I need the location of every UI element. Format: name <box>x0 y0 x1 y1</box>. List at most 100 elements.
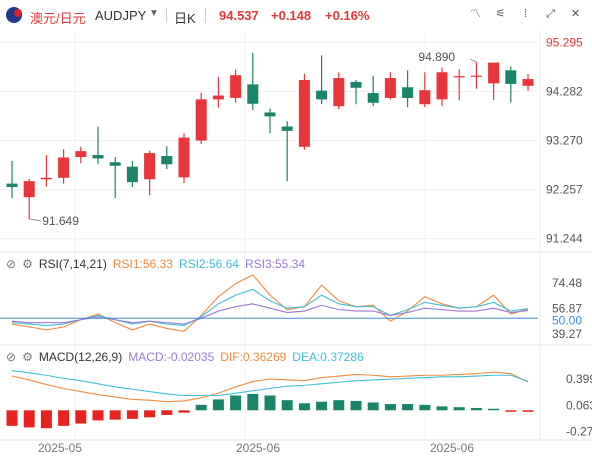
candle-body <box>92 155 104 159</box>
macd-value: MACD:-0.02035 <box>128 350 215 364</box>
macd-histogram-bar <box>178 410 190 413</box>
macd-histogram-bar <box>144 410 156 418</box>
macd-panel: 0.39978 0.06374 -0.27230 <box>6 370 592 439</box>
price-tick-label: 92.257 <box>546 183 583 197</box>
settings-icon[interactable]: ⚟ <box>495 8 506 20</box>
candle-body <box>453 76 465 78</box>
candle-body <box>316 90 328 100</box>
rsi-line <box>11 274 529 332</box>
settings-icon[interactable]: ⚙ <box>22 350 33 364</box>
candle-body <box>333 78 345 107</box>
symbol-code[interactable]: AUDJPY <box>95 8 147 23</box>
price-annotations: 91.649 94.890 <box>29 50 477 228</box>
macd-histogram-bar <box>384 404 396 411</box>
candle-body <box>23 181 35 198</box>
macd-tick-label: 0.39978 <box>566 372 592 386</box>
rsi-title: RSI(7,14,21) <box>38 257 107 271</box>
low-annotation: 91.649 <box>42 214 79 228</box>
macd-histogram-bar <box>264 395 276 411</box>
price-tick-label: 93.270 <box>546 134 583 148</box>
macd-histogram-bar <box>92 410 104 421</box>
close-icon[interactable]: ✕ <box>570 8 581 20</box>
candle-body <box>350 81 362 88</box>
macd-histogram-bar <box>247 393 259 411</box>
candle-body <box>281 126 293 131</box>
expand-icon[interactable]: ⤢ <box>546 8 555 20</box>
candle-body <box>126 166 138 183</box>
macd-histogram-bar <box>75 410 87 424</box>
high-marker-line <box>470 58 477 63</box>
macd-histogram-bar <box>470 407 482 411</box>
candle-body <box>505 70 517 84</box>
rsi-line <box>11 288 529 327</box>
macd-histogram-bar <box>281 400 293 411</box>
candle-body <box>522 79 534 86</box>
toolbar-divider-2 <box>205 8 206 23</box>
rsi3-value: RSI3:55.34 <box>244 257 306 271</box>
time-tick-label: 2025-05 <box>38 441 82 455</box>
macd-histogram-bar <box>505 410 517 412</box>
price-tick-label: 94.282 <box>546 85 583 99</box>
macd-histogram-bar <box>436 406 448 411</box>
timeframe-selector[interactable]: 日K <box>174 11 196 26</box>
candle-body <box>470 75 482 77</box>
candle-body <box>144 153 156 180</box>
indicator-icon[interactable]: 〽 <box>470 8 481 20</box>
candle-body <box>419 90 431 105</box>
candle-body <box>230 75 242 98</box>
candle-body <box>195 99 207 141</box>
pair-name[interactable]: 澳元/日元 <box>30 11 86 26</box>
candle-body <box>436 72 448 100</box>
rsi-line <box>11 303 529 325</box>
candle-body <box>212 95 224 100</box>
macd-line <box>11 371 529 403</box>
candlestick-series <box>6 52 534 219</box>
macd-histogram-bar <box>23 410 35 428</box>
time-tick-label: 2025-06 <box>430 441 474 455</box>
macd-histogram-bar <box>367 402 379 411</box>
high-annotation: 94.890 <box>418 50 455 64</box>
macd-tick-label: 0.06374 <box>566 398 592 412</box>
rsi-tick-label: 39.27 <box>552 327 582 341</box>
macd-histogram-bar <box>333 400 345 411</box>
settings-icon[interactable]: ⚙ <box>22 257 33 271</box>
candle-body <box>161 156 173 165</box>
low-marker-line <box>29 218 42 222</box>
macd-histogram-bar <box>298 403 310 411</box>
chart-grid <box>0 30 592 441</box>
macd-histogram-bar <box>40 410 52 429</box>
hide-eye-icon[interactable]: ⊘ <box>6 257 17 271</box>
macd-histogram-bar <box>230 395 242 411</box>
macd-histogram-bar <box>316 401 328 411</box>
price-axis: 95.295 94.282 93.270 92.257 91.244 <box>546 36 583 246</box>
caret-down-icon[interactable]: ▼ <box>149 8 159 19</box>
last-price: 94.537 <box>219 8 259 23</box>
candle-body <box>402 87 414 98</box>
macd-title: MACD(12,26,9) <box>38 350 123 364</box>
macd-legend: ⊘ ⚙ MACD(12,26,9) MACD:-0.02035 DIF:0.36… <box>6 350 364 364</box>
rsi2-value: RSI2:56.64 <box>178 257 239 271</box>
chart-toolbar: 澳元/日元 AUDJPY ▼ 日K 94.537 +0.148 +0.16% 〽… <box>0 0 592 30</box>
hide-eye-icon[interactable]: ⊘ <box>6 350 17 364</box>
macd-histogram-bar <box>453 407 465 411</box>
macd-histogram-bar <box>58 410 70 426</box>
macd-histogram-bar <box>488 408 500 411</box>
candle-body <box>367 93 379 103</box>
macd-histogram-bar <box>522 410 534 412</box>
candle-body <box>58 157 70 178</box>
flag-icon <box>6 7 22 23</box>
macd-histogram-bar <box>350 400 362 411</box>
macd-histogram-bar <box>212 399 224 411</box>
chart-type-icon[interactable]: ⁞ <box>523 8 528 20</box>
candle-body <box>247 84 259 104</box>
price-change: +0.148 <box>271 8 312 23</box>
rsi-tick-label: 50.00 <box>552 313 582 327</box>
rsi-tick-label: 74.48 <box>552 276 582 290</box>
candle-body <box>178 137 190 178</box>
candle-body <box>6 183 18 188</box>
macd-histogram-bar <box>402 404 414 411</box>
candle-body <box>264 112 276 117</box>
macd-histogram-bar <box>6 410 18 426</box>
dea-value: DEA:0.37286 <box>292 350 364 364</box>
